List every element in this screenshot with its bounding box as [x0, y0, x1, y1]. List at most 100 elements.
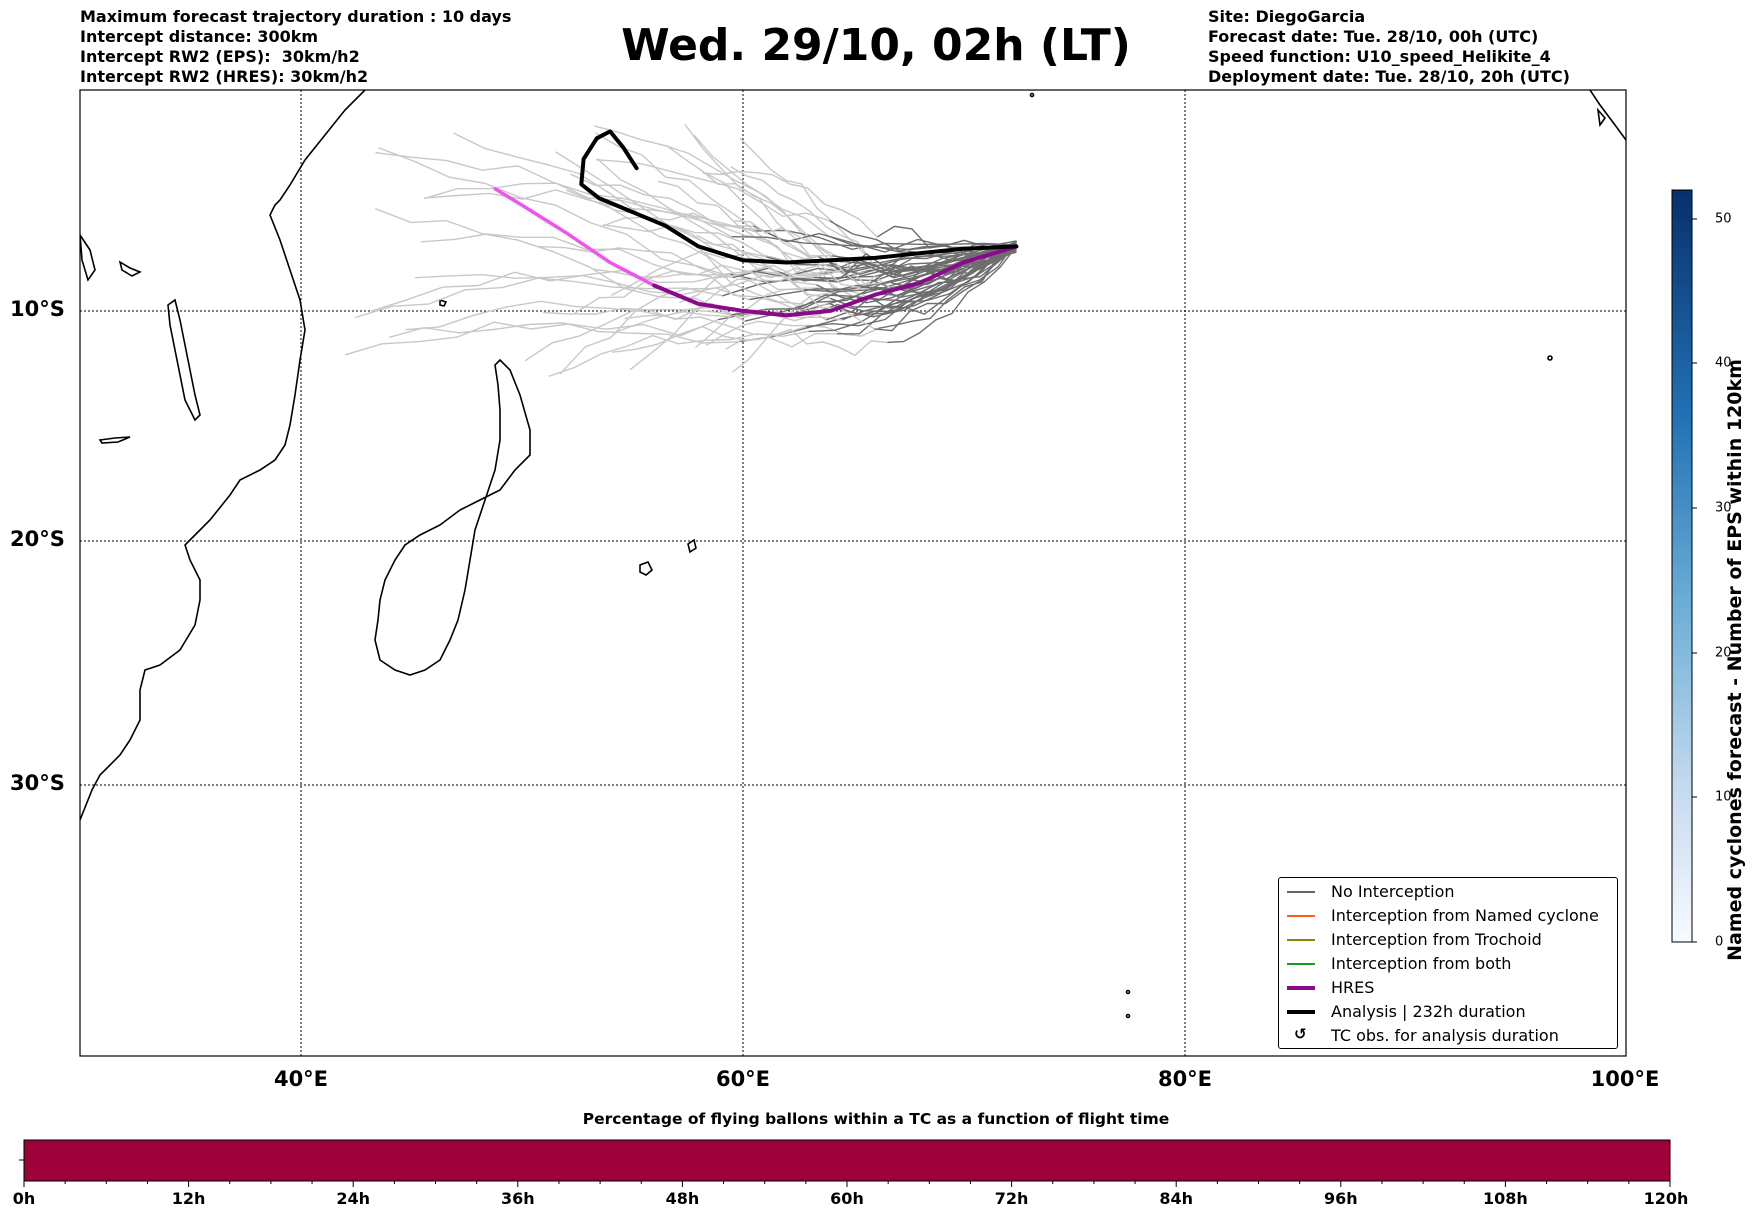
map-border — [79, 89, 1627, 1057]
legend-item-trochoid: Interception from Trochoid — [1279, 928, 1617, 952]
header-intercept-hres: Intercept RW2 (HRES): 30km/h2 — [80, 67, 369, 86]
eps-track-segment-far — [700, 169, 877, 275]
mauritius-island — [687, 538, 697, 554]
legend-item-hres: HRES — [1279, 976, 1617, 1000]
eps-track-segment-far — [559, 274, 814, 375]
flight-tick-96h: 96h — [1323, 1189, 1358, 1208]
lat-label-20s: 20°S — [10, 527, 65, 551]
eps-track-segment-near — [797, 246, 1017, 310]
legend-swatch — [1287, 1010, 1315, 1014]
eps-track-segment-far — [389, 322, 738, 344]
eps-track-segment-far — [600, 212, 832, 257]
lon-label-60e: 60°E — [715, 1067, 771, 1091]
coastlines — [80, 90, 1626, 1019]
legend-swatch — [1287, 915, 1315, 917]
cyclone-symbol-icon: ↺ — [1294, 1025, 1307, 1043]
flight-tick-12h: 12h — [171, 1189, 206, 1208]
flight-tick-108h: 108h — [1482, 1189, 1528, 1208]
legend-label: Analysis | 232h duration — [1331, 1002, 1526, 1021]
eps-track-segment-far — [375, 151, 732, 238]
flight-tick-60h: 60h — [830, 1189, 864, 1208]
colorbar-ticks — [1692, 218, 1697, 943]
legend-item-analysis: Analysis | 232h duration — [1279, 1000, 1617, 1024]
flight-tick-84h: 84h — [1159, 1189, 1194, 1208]
colorbar-tick-0: 0 — [1715, 934, 1724, 950]
lon-label-100e: 100°E — [1590, 1067, 1660, 1091]
hres-track-near-segment — [652, 244, 1019, 318]
mafia-island — [80, 233, 96, 282]
seychelles-islands — [439, 298, 448, 307]
legend-item-named-cyclone: Interception from Named cyclone — [1279, 904, 1617, 928]
eps-track-segment-far — [421, 233, 752, 276]
islet-1 — [1547, 355, 1553, 361]
eps-track-segment-far — [378, 147, 734, 279]
flight-tick-0h: 0h — [12, 1189, 36, 1208]
legend-label: No Interception — [1331, 882, 1455, 901]
flight-tick-36h: 36h — [500, 1189, 535, 1208]
legend-swatch — [1287, 963, 1315, 965]
pemba-island — [98, 436, 131, 444]
eps-track-segment-near — [836, 247, 1017, 335]
analysis-trajectory — [579, 129, 1019, 265]
eps-track-segment-far — [730, 166, 890, 267]
header-deployment-date: Deployment date: Tue. 28/10, 20h (UTC) — [1208, 67, 1570, 86]
legend-swatch — [1287, 986, 1315, 990]
comoros-island — [167, 298, 201, 422]
eps-track-segment-far — [705, 320, 879, 347]
lon-label-40e: 40°E — [273, 1067, 329, 1091]
eps-track-segment-far — [596, 158, 831, 299]
legend-swatch — [1287, 891, 1315, 893]
flight-tick-48h: 48h — [665, 1189, 700, 1208]
eps-track-segment-far — [731, 275, 891, 373]
islet-4 — [1029, 92, 1035, 98]
colorbar-tick-50: 50 — [1715, 211, 1732, 227]
eps-track-segment-far — [344, 319, 719, 356]
reunion-island — [639, 560, 653, 576]
northeast-islet — [1596, 107, 1607, 128]
analysis-track-line — [579, 129, 1019, 265]
legend-label: Interception from both — [1331, 954, 1512, 973]
eps-track-segment-far — [595, 132, 830, 264]
legend-label: HRES — [1331, 978, 1375, 997]
eps-track-segment-far — [617, 309, 840, 333]
eps-track-segment-far — [679, 264, 868, 304]
eps-track-segment-far — [423, 189, 754, 232]
header-left-info: Maximum forecast trajectory duration : 1… — [80, 7, 511, 87]
header-site: Site: DiegoGarcia — [1208, 7, 1366, 26]
header-intercept-eps: Intercept RW2 (EPS): 30km/h2 — [80, 47, 360, 66]
header-duration: Maximum forecast trajectory duration : 1… — [80, 7, 512, 26]
eps-track-segment-far — [543, 307, 807, 336]
colorbar-tick-10: 10 — [1715, 789, 1732, 805]
flight-tick-120h: 120h — [1643, 1189, 1689, 1208]
colorbar-label: Named cyclones forecast - Number of EPS … — [1724, 359, 1746, 961]
colorbar-gradient — [1671, 189, 1693, 943]
colorbar-tick-20: 20 — [1715, 645, 1732, 661]
eps-track-segment-far — [424, 182, 754, 227]
eps-track-segment-far — [405, 300, 746, 331]
eps-track-segment-near — [829, 220, 1017, 256]
lat-label-10s: 10°S — [10, 297, 65, 321]
eps-track-segment-near — [887, 245, 1017, 344]
legend-item-no-interception: No Interception — [1279, 880, 1617, 904]
australia-corner — [1589, 90, 1626, 141]
eps-track-segment-far — [602, 224, 833, 276]
header-forecast-date: Forecast date: Tue. 28/10, 00h (UTC) — [1208, 27, 1539, 46]
eps-track-segment-near — [806, 249, 1017, 328]
header-speed-function: Speed function: U10_speed_Helikite_4 — [1208, 47, 1551, 66]
eps-track-segment-far — [370, 269, 730, 312]
eps-track-segment-far — [538, 245, 805, 291]
eps-track-segment-far — [696, 234, 875, 330]
eps-track-segment-far — [587, 192, 827, 321]
legend-label: Interception from Trochoid — [1331, 930, 1542, 949]
zanzibar-island — [118, 260, 142, 277]
flight-time-bar — [23, 1139, 1671, 1182]
lon-label-80e: 80°E — [1157, 1067, 1213, 1091]
map-legend: No Interception Interception from Named … — [1278, 877, 1618, 1049]
eps-track-segment-far — [415, 273, 750, 301]
hres-trajectory — [493, 187, 1019, 318]
eps-track-segment-near — [878, 249, 1017, 329]
africa-coast — [80, 90, 366, 821]
eps-track-segment-far — [524, 307, 799, 362]
colorbar-tick-30: 30 — [1715, 500, 1732, 516]
page-title: Wed. 29/10, 02h (LT) — [621, 20, 1131, 71]
